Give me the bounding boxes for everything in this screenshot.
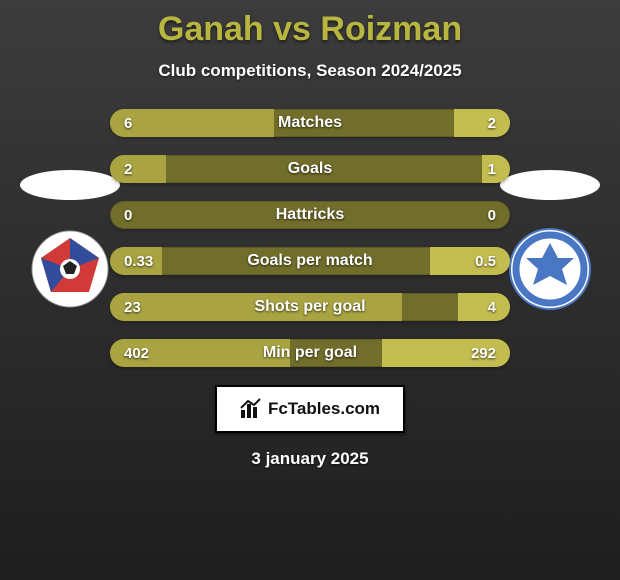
stat-bar-right (458, 293, 510, 321)
stat-label: Hattricks (110, 201, 510, 229)
stat-value-left: 0 (124, 201, 132, 229)
fctables-logo-icon (240, 398, 262, 420)
stat-row: Min per goal402292 (110, 339, 510, 367)
team-right-block (500, 170, 600, 313)
stat-bar-left (110, 247, 162, 275)
club-logo-left (26, 225, 114, 313)
stat-value-right: 0 (488, 201, 496, 229)
stat-bar-left (110, 155, 166, 183)
stat-row: Goals21 (110, 155, 510, 183)
stat-label: Goals (110, 155, 510, 183)
generation-date: 3 january 2025 (0, 449, 620, 469)
stat-bar-right (454, 109, 510, 137)
stat-row: Shots per goal234 (110, 293, 510, 321)
club-crest-left-icon (31, 230, 109, 308)
country-flag-left (20, 170, 120, 200)
country-flag-right (500, 170, 600, 200)
stat-bar-right (382, 339, 510, 367)
stat-bar-left (110, 109, 274, 137)
stat-bar-left (110, 339, 290, 367)
team-left-block (20, 170, 120, 313)
club-crest-right-icon (508, 227, 592, 311)
stat-bars: Matches62 Goals21 Hattricks0 0 Goals per mat… (110, 109, 510, 367)
stat-bar-right (430, 247, 510, 275)
brand-badge[interactable]: FcTables.com (215, 385, 405, 433)
page-subtitle: Club competitions, Season 2024/2025 (0, 61, 620, 81)
brand-text: FcTables.com (268, 399, 380, 419)
stat-row: Goals per match0.330.5 (110, 247, 510, 275)
stat-bar-right (482, 155, 510, 183)
stat-bar-left (110, 293, 402, 321)
page-title: Ganah vs Roizman (0, 0, 620, 49)
comparison-card: Ganah vs Roizman Club competitions, Seas… (0, 0, 620, 580)
club-logo-right (506, 225, 594, 313)
stat-row: Matches62 (110, 109, 510, 137)
stat-row: Hattricks0 0 (110, 201, 510, 229)
